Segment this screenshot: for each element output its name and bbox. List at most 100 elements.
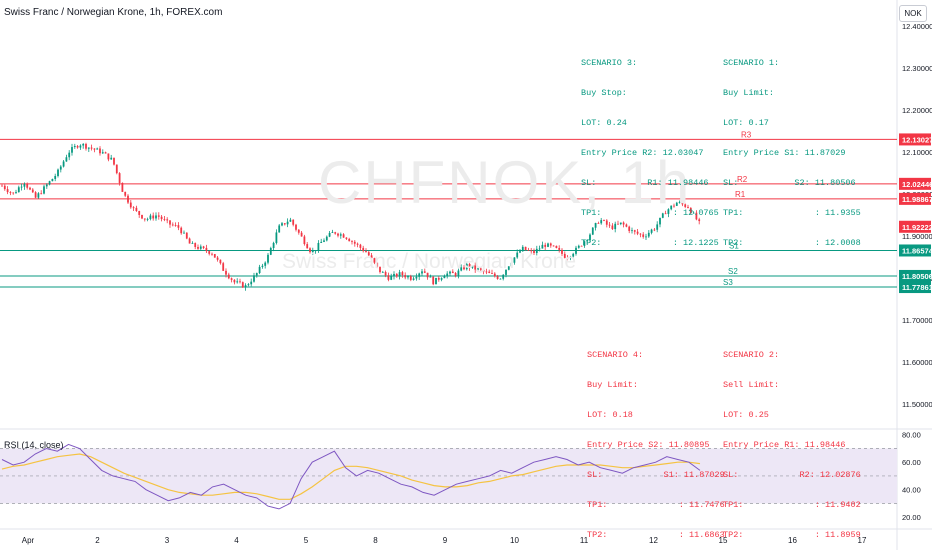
candle-body <box>6 189 9 193</box>
candle-body <box>530 250 533 252</box>
candle-body <box>141 214 143 219</box>
candle-body <box>555 245 558 248</box>
candle-body <box>29 187 31 190</box>
candle-body <box>429 276 432 278</box>
candle-body <box>311 250 314 253</box>
candle-body <box>57 169 59 176</box>
candle-body <box>236 281 239 283</box>
candle-body <box>157 215 160 217</box>
candle-body <box>465 263 468 270</box>
candle-body <box>143 218 146 220</box>
candle-body <box>572 253 575 257</box>
current-price-label: 11.92222 <box>902 223 932 232</box>
candle-body <box>76 146 79 148</box>
candle-body <box>26 183 29 188</box>
candle-body <box>474 265 477 270</box>
candle-body <box>334 232 337 234</box>
time-tick-label: 16 <box>788 536 797 545</box>
currency-selector[interactable]: NOK <box>899 5 927 22</box>
candle-body <box>544 244 547 247</box>
candle-body <box>202 246 205 248</box>
candle-body <box>146 218 149 220</box>
scenario-line: LOT: 0.18 <box>587 410 633 420</box>
scenario-line: Entry Price R1: 11.98446 <box>723 440 846 450</box>
candle-body <box>152 215 155 219</box>
candle-body <box>695 212 698 220</box>
candle-body <box>93 148 96 150</box>
candle-body <box>631 230 633 232</box>
scenario-line: Buy Limit: <box>587 380 639 390</box>
candle-body <box>286 221 289 225</box>
candle-body <box>115 164 118 174</box>
price-tick-label: 11.70000 <box>902 316 932 325</box>
candle-body <box>163 219 166 220</box>
candle-body <box>87 147 90 149</box>
candle-body <box>205 247 208 252</box>
candle-body <box>295 224 297 230</box>
candle-body <box>415 276 418 279</box>
candle-body <box>664 213 667 215</box>
candle-body <box>549 243 552 246</box>
candle-body <box>457 270 460 276</box>
time-tick-label: 4 <box>234 536 239 545</box>
candle-body <box>519 251 521 253</box>
time-tick-label: 3 <box>165 536 170 545</box>
candle-body <box>348 238 351 242</box>
candle-body <box>437 277 440 280</box>
candle-body <box>390 276 393 280</box>
candle-body <box>230 278 233 280</box>
candle-body <box>647 232 650 237</box>
scenario-line: TP1: : 12.0765 <box>581 208 719 218</box>
candle-body <box>605 220 608 225</box>
scenario-line: SL: R2: 12.02876 <box>723 470 861 480</box>
candle-body <box>303 236 306 245</box>
symbol-title[interactable]: Swiss Franc / Norwegian Krone, 1h, FOREX… <box>4 7 223 18</box>
candle-body <box>561 249 563 254</box>
time-tick-label: Apr <box>22 536 35 545</box>
candle-body <box>43 186 45 194</box>
candle-body <box>124 191 127 196</box>
candle-body <box>34 192 37 198</box>
candle-body <box>177 225 180 228</box>
candle-body <box>628 226 631 231</box>
candle-body <box>45 184 48 187</box>
price-tick-label: 11.60000 <box>902 358 932 367</box>
candle-body <box>421 271 423 274</box>
candle-body <box>566 257 569 259</box>
level-price-tag <box>899 281 931 294</box>
candle-body <box>317 242 320 251</box>
candle-body <box>608 224 611 226</box>
candle-body <box>507 266 510 270</box>
level-name-r1: R1 <box>735 190 746 199</box>
level-price-label: 11.80506 <box>902 272 932 281</box>
candle-body <box>258 266 261 274</box>
candle-body <box>370 255 373 259</box>
level-name-s3: S3 <box>723 278 733 287</box>
candle-body <box>278 225 281 233</box>
candle-body <box>645 236 647 238</box>
candle-body <box>516 252 519 258</box>
candle-body <box>121 182 124 192</box>
rsi-indicator-label[interactable]: RSI (14, close) <box>4 440 64 450</box>
candle-body <box>603 220 605 221</box>
candle-body <box>471 265 474 268</box>
candle-body <box>339 234 342 236</box>
candle-body <box>589 234 591 241</box>
candle-body <box>328 232 331 237</box>
candle-body <box>395 273 398 277</box>
candle-body <box>479 268 482 270</box>
candle-body <box>113 157 115 165</box>
candle-body <box>188 238 191 244</box>
candle-body <box>533 250 535 254</box>
time-tick-label: 11 <box>580 536 589 545</box>
candle-body <box>65 157 68 162</box>
candle-body <box>594 222 597 228</box>
candle-body <box>418 273 421 277</box>
candle-body <box>558 247 561 250</box>
candle-body <box>250 281 253 285</box>
level-price-tag <box>899 269 931 282</box>
candle-body <box>404 275 407 278</box>
candle-body <box>127 195 129 203</box>
candle-body <box>135 207 138 212</box>
